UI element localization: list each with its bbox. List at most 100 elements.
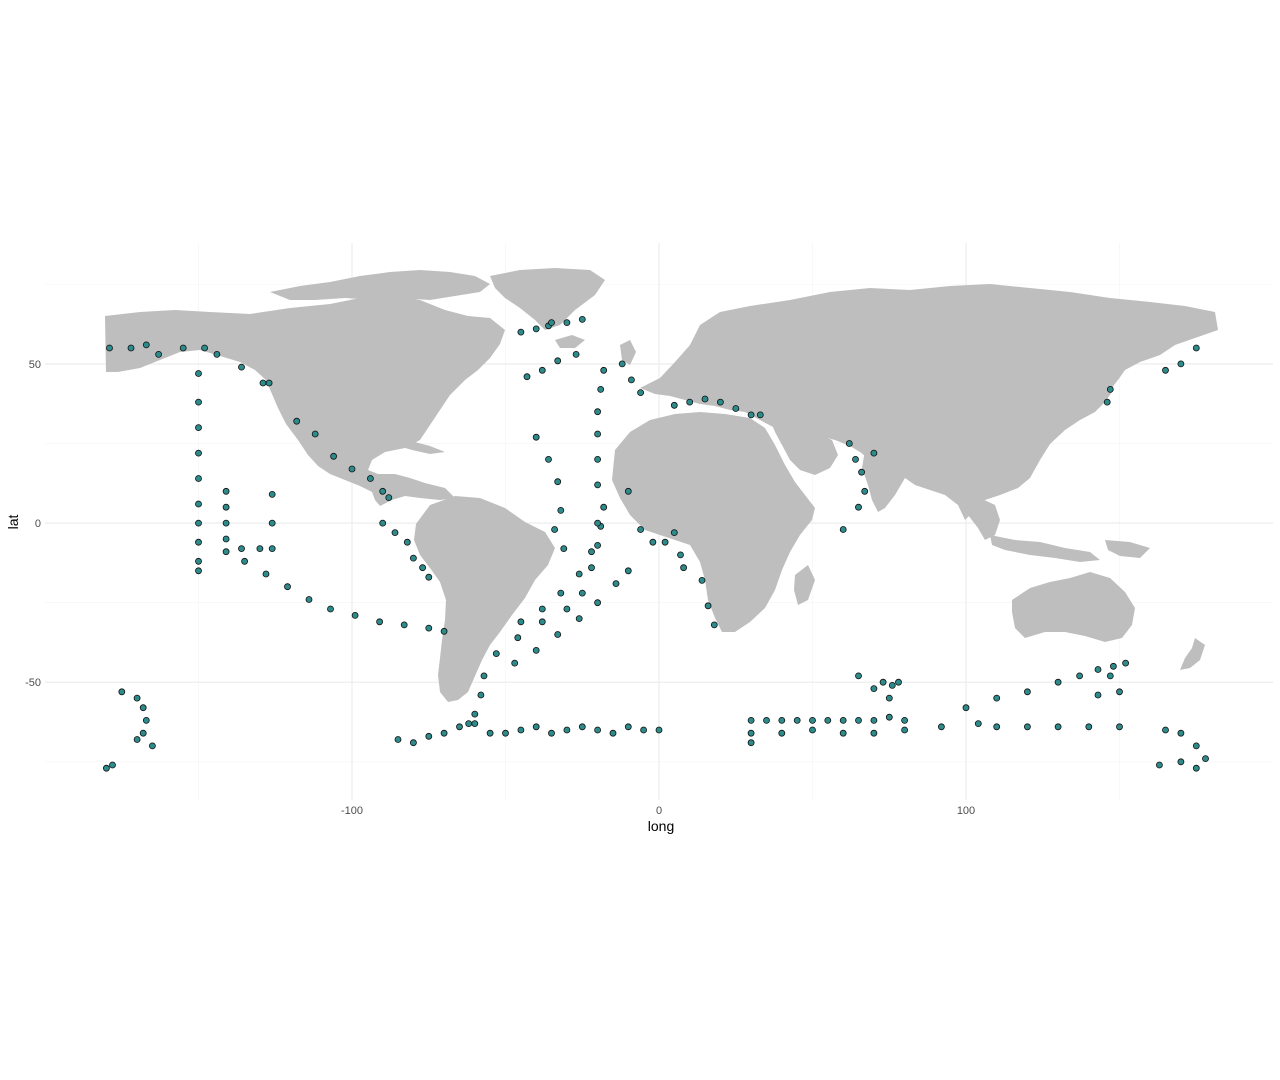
data-point <box>1192 764 1200 772</box>
data-point <box>609 729 617 737</box>
data-point <box>557 589 565 597</box>
data-point <box>532 723 540 731</box>
data-point <box>139 704 147 712</box>
data-point <box>155 350 163 358</box>
data-point <box>532 325 540 333</box>
data-point <box>612 580 620 587</box>
data-point <box>213 350 221 358</box>
data-point <box>600 366 608 374</box>
data-point <box>698 577 706 584</box>
caribbean-islands <box>395 442 445 454</box>
data-point <box>578 315 586 323</box>
greenland-landmass <box>490 268 605 330</box>
data-point <box>554 478 562 486</box>
data-point <box>895 678 902 686</box>
data-point <box>284 583 291 591</box>
data-point <box>440 627 448 635</box>
data-point <box>624 567 632 575</box>
japan-islands <box>1098 375 1115 402</box>
world-land-map <box>105 268 1218 702</box>
data-point <box>1177 360 1185 368</box>
data-point <box>962 704 970 712</box>
data-point <box>628 376 635 384</box>
data-point <box>195 567 202 575</box>
data-point <box>106 344 113 352</box>
data-point <box>809 726 816 734</box>
data-point <box>142 717 150 724</box>
data-point <box>1122 659 1129 667</box>
data-point <box>747 717 755 724</box>
data-point <box>1192 742 1200 750</box>
data-point <box>238 363 245 371</box>
data-point <box>1106 672 1114 680</box>
data-point <box>1162 726 1169 734</box>
x-axis-tick-labels: -100 0 100 <box>341 805 975 817</box>
data-point <box>195 398 202 406</box>
data-point <box>670 401 678 409</box>
new-zealand <box>1180 638 1205 670</box>
africa-landmass <box>612 412 815 632</box>
data-point <box>486 729 494 737</box>
data-point <box>870 717 878 724</box>
data-point <box>532 433 540 441</box>
data-point <box>747 411 755 419</box>
data-point <box>127 344 135 352</box>
data-point <box>870 729 878 737</box>
data-point <box>594 455 601 463</box>
data-point <box>600 503 608 511</box>
data-point <box>471 710 479 718</box>
data-point <box>268 490 276 498</box>
data-point <box>594 519 601 527</box>
data-point <box>855 503 862 511</box>
data-point <box>1085 723 1093 731</box>
data-point <box>704 602 712 610</box>
data-point <box>514 634 522 642</box>
data-point <box>1116 688 1123 696</box>
data-point <box>1094 666 1102 673</box>
data-point <box>855 717 862 724</box>
data-point <box>1202 755 1209 762</box>
data-point <box>133 694 141 702</box>
data-point <box>1110 662 1117 670</box>
data-point <box>348 465 356 473</box>
data-point <box>778 729 786 737</box>
data-point <box>179 344 187 352</box>
data-point <box>594 408 601 416</box>
data-point <box>686 398 694 406</box>
eurasia-landmass <box>640 284 1218 520</box>
data-point <box>901 726 908 734</box>
new-guinea <box>1105 540 1150 558</box>
british-isles <box>620 340 636 365</box>
data-point <box>888 682 896 689</box>
data-point <box>717 398 724 406</box>
data-point <box>425 732 433 740</box>
data-point <box>492 650 500 657</box>
data-point <box>747 729 755 737</box>
data-point <box>222 519 230 527</box>
data-point <box>195 449 202 457</box>
data-point <box>563 605 571 613</box>
y-tick-label: 0 <box>35 518 41 530</box>
data-point <box>563 726 571 734</box>
data-point <box>763 717 770 724</box>
data-point <box>1156 761 1163 769</box>
indian-subcontinent <box>862 445 912 512</box>
data-point <box>1177 729 1185 737</box>
data-point <box>409 739 417 747</box>
data-point <box>578 589 586 597</box>
iceland <box>555 335 585 348</box>
data-point <box>938 723 945 731</box>
data-point <box>861 487 869 495</box>
arctic-islands <box>270 270 490 300</box>
data-point <box>327 605 334 613</box>
data-point <box>1024 723 1031 731</box>
data-point <box>502 729 509 737</box>
data-point <box>732 405 740 412</box>
data-point <box>379 519 387 527</box>
north-america-landmass <box>105 294 505 506</box>
y-axis-title: lat <box>5 515 21 530</box>
data-point <box>824 717 832 724</box>
data-point <box>241 557 249 565</box>
data-point <box>471 720 479 727</box>
data-point <box>618 360 626 368</box>
